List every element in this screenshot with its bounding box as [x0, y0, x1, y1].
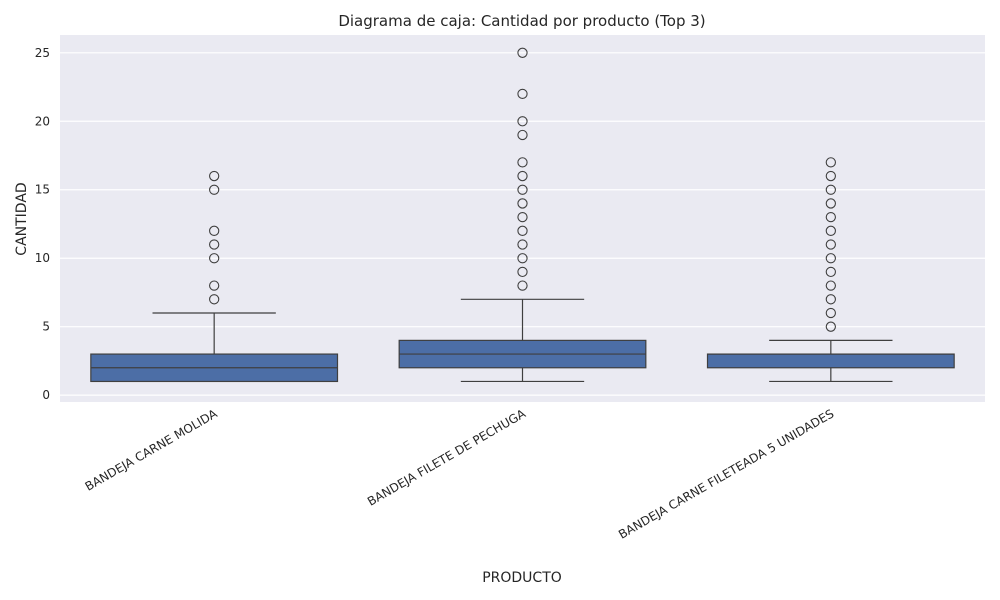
box-group [90, 170, 339, 383]
x-tick-label: BANDEJA CARNE MOLIDA [83, 406, 221, 494]
outlier-point [517, 211, 528, 223]
y-tick-label: 0 [42, 388, 50, 402]
outlier-point [517, 225, 528, 236]
outlier-point [517, 253, 528, 264]
outlier-point [209, 225, 220, 236]
outlier-point [209, 170, 220, 182]
outlier-point [517, 280, 528, 291]
x-tick-label: BANDEJA CARNE FILETEADA 5 UNIDADES [616, 406, 836, 541]
outlier-point [825, 280, 836, 291]
outlier-point [825, 266, 836, 278]
box-group [706, 157, 955, 383]
outlier-point [825, 211, 836, 223]
chart-title: Diagrama de caja: Cantidad por producto … [338, 12, 705, 30]
outlier-point [825, 184, 836, 195]
y-tick-label: 10 [35, 251, 50, 265]
outlier-point [825, 157, 836, 168]
y-axis-label: CANTIDAD [14, 182, 30, 255]
y-tick-label: 5 [42, 320, 50, 334]
y-tick-label: 15 [35, 183, 50, 197]
outlier-point [517, 157, 528, 168]
box-series [90, 47, 955, 383]
outlier-point [517, 116, 528, 127]
outlier-point [825, 307, 836, 319]
outlier-point [517, 88, 528, 100]
outlier-point [209, 253, 220, 264]
box-iqr [706, 353, 955, 369]
outlier-point [517, 129, 528, 141]
outlier-point [825, 239, 836, 250]
x-tick-labels: BANDEJA CARNE MOLIDA BANDEJA FILETE DE PE… [83, 406, 837, 542]
outlier-point [825, 321, 836, 332]
outlier-point [209, 294, 220, 305]
outlier-point [517, 198, 528, 209]
outlier-point [209, 239, 220, 250]
outlier-point [517, 239, 528, 250]
box-group [398, 47, 647, 383]
y-tick-label: 25 [35, 46, 50, 60]
outlier-point [209, 280, 220, 291]
outlier-point [825, 225, 836, 236]
outlier-point [209, 184, 220, 195]
x-tick-label: BANDEJA FILETE DE PECHUGA [365, 406, 529, 509]
outlier-point [825, 253, 836, 264]
outlier-point [517, 170, 528, 182]
outlier-point [825, 170, 836, 182]
outlier-point [517, 47, 528, 58]
outlier-point [517, 184, 528, 195]
outlier-point [517, 266, 528, 278]
y-tick-label: 20 [35, 114, 50, 128]
outlier-point [825, 294, 836, 305]
x-axis-label: PRODUCTO [482, 570, 562, 586]
outlier-point [825, 198, 836, 209]
y-tick-labels: 0 5 10 15 20 25 [35, 46, 50, 402]
